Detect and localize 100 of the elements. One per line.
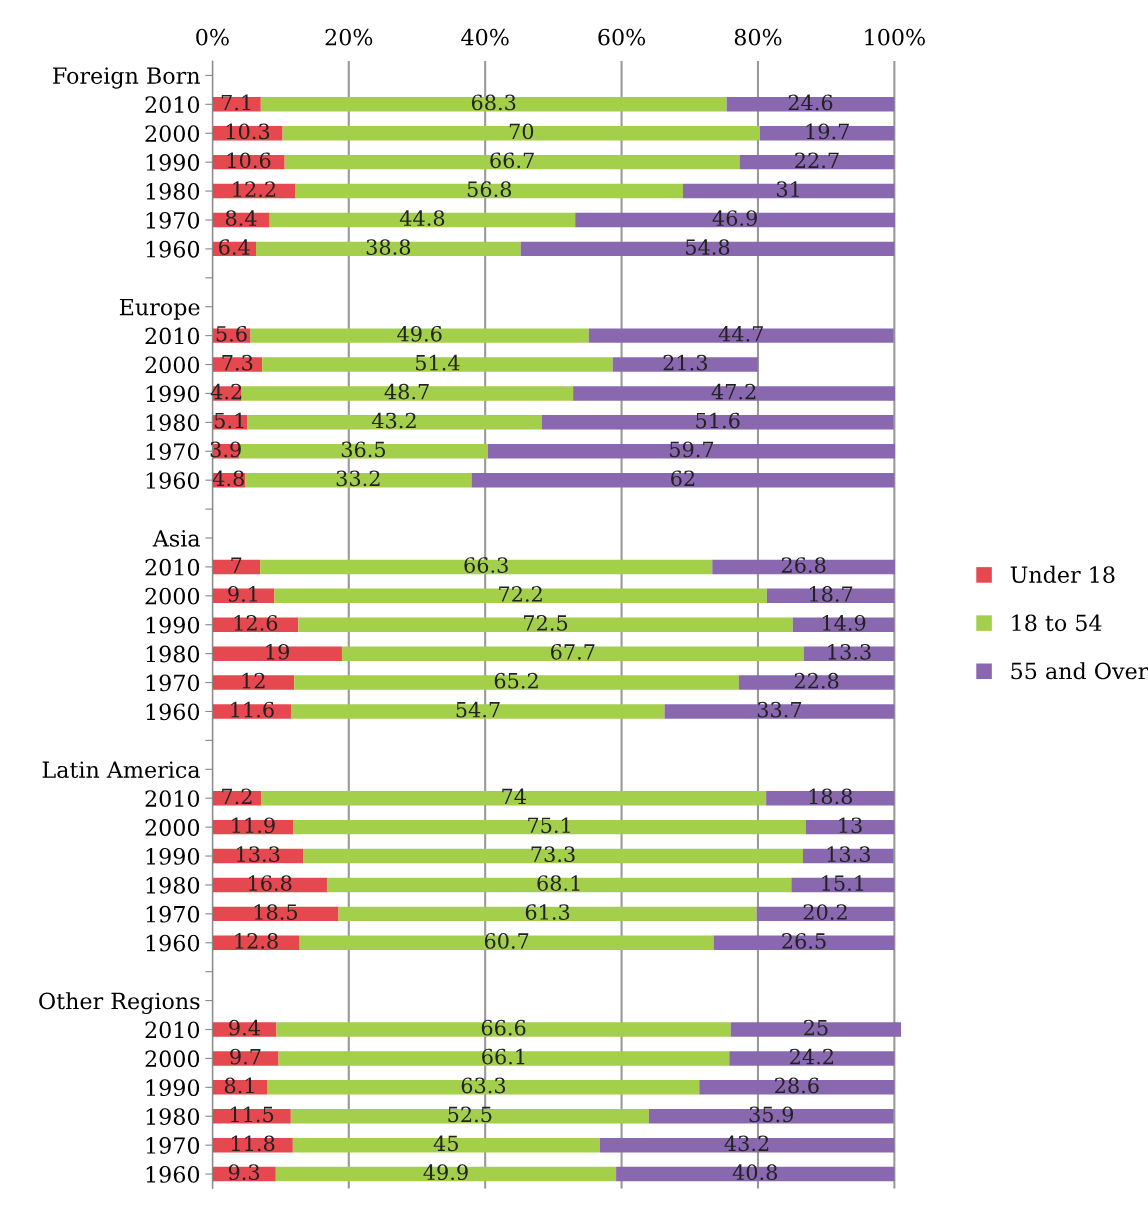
data-label: 54.7 xyxy=(456,701,500,718)
data-label: 33.7 xyxy=(757,701,802,718)
data-label: 62 xyxy=(671,470,695,487)
data-label: 11.5 xyxy=(230,1106,274,1123)
data-label: 22.7 xyxy=(795,152,839,169)
data-label: 8.1 xyxy=(224,1077,254,1094)
data-label: 61.3 xyxy=(525,904,570,920)
y-tick-label: 2010 xyxy=(145,1021,200,1039)
data-label: 66.7 xyxy=(490,152,534,169)
y-tick-label: 1960 xyxy=(146,703,200,721)
bar xyxy=(713,935,895,950)
bar xyxy=(298,617,793,632)
data-label: 24.2 xyxy=(790,1048,833,1065)
bar xyxy=(739,154,895,170)
data-label: 60.7 xyxy=(484,933,529,949)
bar xyxy=(261,790,767,806)
bar xyxy=(293,819,806,835)
data-label: 12.6 xyxy=(234,615,278,631)
data-label: 51.6 xyxy=(696,412,740,429)
data-label: 5.1 xyxy=(214,412,244,429)
data-label: 28.6 xyxy=(775,1077,819,1094)
data-label: 19 xyxy=(266,643,290,660)
data-label: 22.8 xyxy=(794,672,839,689)
bar xyxy=(766,588,895,604)
data-label: 8.4 xyxy=(225,210,257,227)
bar xyxy=(575,212,896,228)
y-tick-label: 2010 xyxy=(145,558,200,576)
bar xyxy=(295,183,683,199)
y-tick-label: 1970 xyxy=(146,905,200,923)
y-tick-label: 1960 xyxy=(146,934,200,952)
x-tick-label: 40% xyxy=(461,28,509,46)
data-label: 49.6 xyxy=(397,325,442,342)
bar xyxy=(803,646,895,661)
bar xyxy=(212,646,342,661)
data-label: 70 xyxy=(509,123,534,140)
data-label: 65.2 xyxy=(494,672,538,689)
bar xyxy=(256,241,521,257)
data-label: 13.3 xyxy=(827,846,870,863)
x-tick-label: 100% xyxy=(865,28,925,46)
data-label: 9.1 xyxy=(228,586,258,602)
data-label: 9.7 xyxy=(230,1048,261,1065)
data-label: 46.9 xyxy=(712,210,757,227)
data-label: 68.1 xyxy=(537,875,580,891)
data-label: 10.6 xyxy=(227,152,271,169)
data-label: 12 xyxy=(242,672,265,689)
data-label: 4.8 xyxy=(212,470,244,487)
x-tick-label: 80% xyxy=(734,28,782,46)
bar xyxy=(599,1137,895,1153)
y-tick-label: 1990 xyxy=(146,154,200,171)
data-label: 13.3 xyxy=(828,643,871,660)
data-label: 33.2 xyxy=(336,470,380,487)
y-tick-label: 1970 xyxy=(146,1137,200,1154)
data-label: 13 xyxy=(839,817,862,834)
data-label: 31 xyxy=(776,181,799,198)
y-tick-label: 2000 xyxy=(145,125,200,142)
y-tick-label: 2000 xyxy=(145,1050,200,1068)
y-tick-label: 1980 xyxy=(146,183,200,200)
data-label: 19.7 xyxy=(806,123,849,140)
data-label: 63.3 xyxy=(461,1077,506,1094)
bar xyxy=(284,154,740,170)
data-label: 5.6 xyxy=(216,325,247,342)
data-label: 66.3 xyxy=(464,557,508,573)
data-label: 12.8 xyxy=(235,933,278,949)
data-label: 47.2 xyxy=(711,383,756,400)
data-label: 26.5 xyxy=(782,933,826,949)
legend-label: 55 and Over xyxy=(1011,662,1148,680)
data-label: 26.8 xyxy=(781,557,826,573)
y-tick-label: 2000 xyxy=(145,587,200,605)
y-tick-label: 2000 xyxy=(145,356,200,374)
data-label: 51.4 xyxy=(416,354,460,371)
data-label: 6.4 xyxy=(219,239,250,255)
data-label: 52.5 xyxy=(448,1106,492,1123)
bar xyxy=(616,1166,895,1182)
bar xyxy=(520,241,895,257)
y-tick-label: 2010 xyxy=(145,96,200,114)
data-label: 72.2 xyxy=(499,586,542,602)
y-tick-label: Asia xyxy=(152,530,200,547)
data-label: 18.7 xyxy=(809,586,853,602)
data-label: 40.8 xyxy=(732,1164,778,1181)
y-tick-label: 1990 xyxy=(146,616,200,634)
bar xyxy=(338,906,757,922)
data-label: 73.3 xyxy=(531,846,575,863)
y-tick-label: Latin America xyxy=(42,761,200,779)
data-label: 12.2 xyxy=(233,181,276,198)
y-tick-label: Foreign Born xyxy=(53,67,200,89)
bar xyxy=(260,559,713,575)
y-tick-label: 2010 xyxy=(145,790,200,807)
data-label: 68.3 xyxy=(471,94,516,111)
y-tick-label: Other Regions xyxy=(39,992,200,1014)
data-label: 44.7 xyxy=(718,325,763,342)
data-label: 18.8 xyxy=(809,788,853,805)
data-label: 9.4 xyxy=(229,1019,260,1036)
y-tick-label: 1970 xyxy=(146,211,200,229)
y-tick-label: Europe xyxy=(119,298,200,320)
data-label: 35.9 xyxy=(749,1106,794,1123)
data-label: 74 xyxy=(502,788,527,804)
bar xyxy=(250,328,589,343)
bar xyxy=(292,1137,600,1153)
y-tick-label: 1990 xyxy=(146,847,200,865)
legend-label: Under 18 xyxy=(1010,565,1115,584)
